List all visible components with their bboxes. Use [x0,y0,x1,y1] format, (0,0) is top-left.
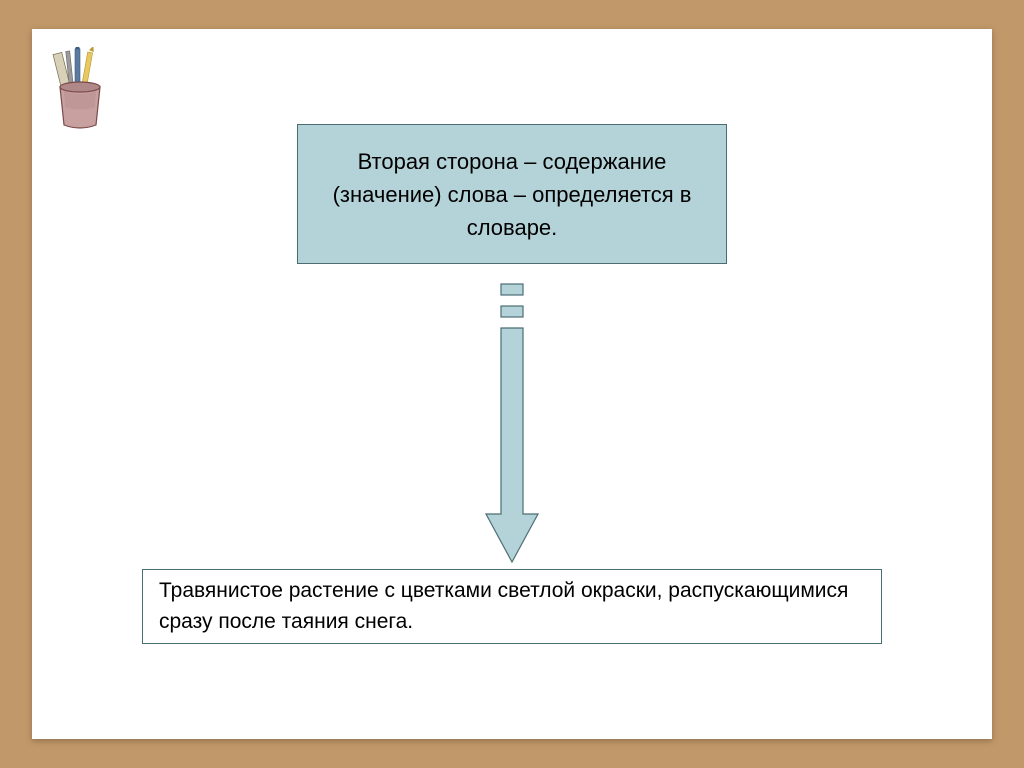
definition-text-box: Травянистое растение с цветками светлой … [142,569,882,644]
definition-source-text: Вторая сторона – содержание (значение) с… [322,145,702,244]
definition-text: Травянистое растение с цветками светлой … [159,576,865,637]
arrow-down [482,264,542,564]
pencil-cup-icon [50,47,110,132]
slide-canvas: Вторая сторона – содержание (значение) с… [32,29,992,739]
definition-source-box: Вторая сторона – содержание (значение) с… [297,124,727,264]
